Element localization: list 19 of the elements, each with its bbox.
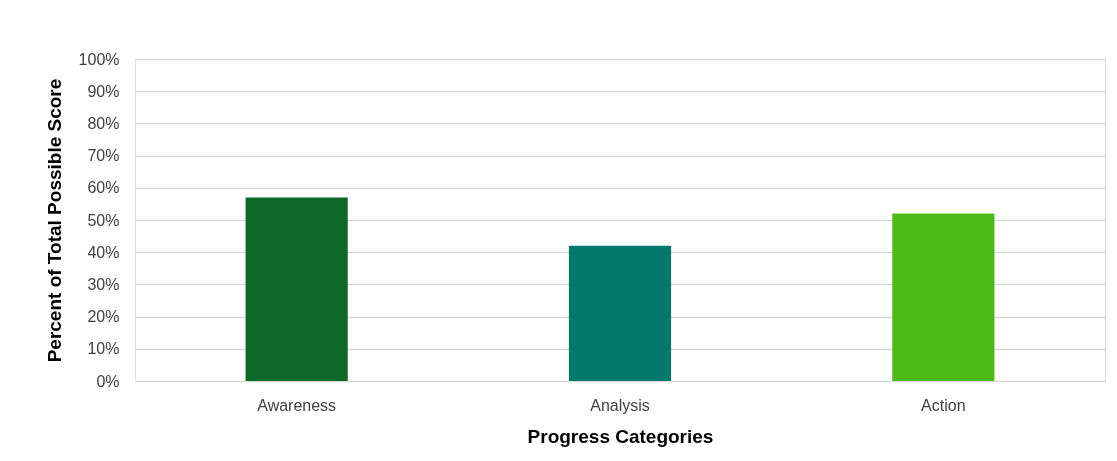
y-tick-label: 30% xyxy=(87,275,120,293)
x-tick-label: Awareness xyxy=(257,396,337,414)
y-tick-label: 80% xyxy=(87,114,120,132)
y-tick-label: 90% xyxy=(87,82,120,100)
bar xyxy=(245,197,348,381)
x-tick-label: Action xyxy=(921,396,966,414)
y-tick-label: 60% xyxy=(87,179,120,197)
bar xyxy=(568,245,672,381)
y-tick-label: 20% xyxy=(87,308,120,326)
x-tick-label: Analysis xyxy=(590,396,650,414)
y-tick-label: 100% xyxy=(78,50,120,68)
y-tick-label: 70% xyxy=(87,147,120,165)
y-tick-label: 50% xyxy=(87,211,120,229)
bar xyxy=(892,213,995,381)
x-axis-title: Progress Categories xyxy=(527,425,714,447)
y-axis-title: Percent of Total Possible Score xyxy=(43,78,65,363)
y-tick-label: 10% xyxy=(87,340,120,358)
y-tick-label: 0% xyxy=(96,372,120,390)
y-tick-label: 40% xyxy=(87,243,120,261)
